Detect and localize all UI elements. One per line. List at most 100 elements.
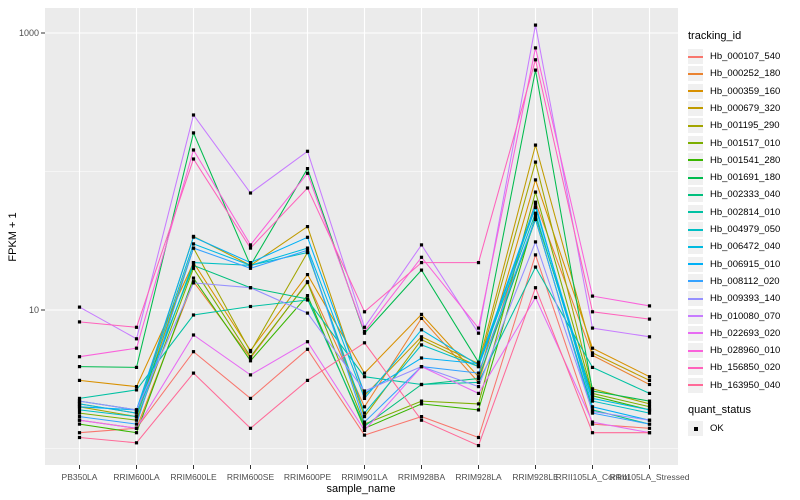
data-point[interactable]: [77, 378, 82, 382]
data-point[interactable]: [647, 382, 652, 387]
data-point[interactable]: [647, 422, 652, 426]
data-point[interactable]: [77, 365, 82, 369]
data-point[interactable]: [533, 286, 538, 290]
data-point[interactable]: [362, 433, 367, 437]
data-point[interactable]: [533, 190, 538, 194]
data-point[interactable]: [362, 422, 367, 426]
data-point[interactable]: [419, 261, 424, 265]
data-point[interactable]: [191, 333, 196, 337]
data-point[interactable]: [362, 394, 367, 398]
data-point[interactable]: [590, 353, 595, 357]
data-point[interactable]: [647, 317, 652, 321]
data-point[interactable]: [647, 335, 652, 339]
data-point[interactable]: [305, 246, 310, 250]
data-point[interactable]: [191, 261, 196, 265]
data-point[interactable]: [362, 424, 367, 428]
data-point[interactable]: [305, 298, 310, 302]
data-point[interactable]: [476, 408, 481, 412]
data-point[interactable]: [419, 268, 424, 272]
data-point[interactable]: [419, 418, 424, 422]
data-point[interactable]: [533, 58, 538, 62]
data-point[interactable]: [647, 402, 652, 406]
data-point[interactable]: [590, 396, 595, 400]
data-point[interactable]: [362, 371, 367, 375]
data-point[interactable]: [533, 178, 538, 182]
data-point[interactable]: [134, 431, 139, 435]
data-point[interactable]: [533, 253, 538, 257]
data-point[interactable]: [419, 343, 424, 347]
data-point[interactable]: [191, 263, 196, 267]
data-point[interactable]: [419, 356, 424, 360]
data-point[interactable]: [533, 200, 538, 204]
data-point[interactable]: [476, 261, 481, 265]
data-point[interactable]: [590, 351, 595, 355]
data-point[interactable]: [191, 313, 196, 317]
data-point[interactable]: [590, 409, 595, 414]
data-point[interactable]: [476, 376, 481, 381]
data-point[interactable]: [305, 347, 310, 351]
data-point[interactable]: [248, 191, 253, 195]
data-point[interactable]: [191, 148, 196, 152]
data-point[interactable]: [647, 391, 652, 395]
data-point[interactable]: [77, 355, 82, 359]
data-point[interactable]: [248, 350, 253, 354]
data-point[interactable]: [305, 225, 310, 229]
data-point[interactable]: [419, 338, 424, 342]
data-point[interactable]: [305, 149, 310, 153]
data-point[interactable]: [533, 216, 538, 220]
data-point[interactable]: [305, 294, 310, 298]
data-point[interactable]: [362, 420, 367, 424]
data-point[interactable]: [476, 331, 481, 335]
data-point[interactable]: [77, 305, 82, 309]
data-point[interactable]: [362, 411, 367, 415]
data-point[interactable]: [476, 380, 481, 384]
data-point[interactable]: [533, 68, 538, 72]
data-point[interactable]: [533, 23, 538, 27]
data-point[interactable]: [248, 304, 253, 309]
data-point[interactable]: [248, 373, 253, 377]
data-point[interactable]: [533, 295, 538, 300]
data-point[interactable]: [134, 388, 139, 392]
data-point[interactable]: [77, 408, 82, 412]
data-point[interactable]: [305, 378, 310, 382]
data-point[interactable]: [533, 143, 538, 147]
data-point[interactable]: [590, 391, 595, 395]
data-point[interactable]: [191, 371, 196, 375]
data-point[interactable]: [77, 399, 82, 403]
data-point[interactable]: [134, 408, 139, 412]
data-point[interactable]: [533, 46, 538, 50]
data-point[interactable]: [191, 281, 196, 285]
data-point[interactable]: [191, 131, 196, 135]
data-point[interactable]: [77, 320, 82, 324]
data-point[interactable]: [134, 385, 139, 389]
data-point[interactable]: [362, 375, 367, 379]
data-point[interactable]: [248, 246, 253, 250]
data-point[interactable]: [362, 341, 367, 345]
data-point[interactable]: [305, 171, 310, 175]
data-point[interactable]: [590, 389, 595, 393]
data-point[interactable]: [362, 415, 367, 419]
data-point[interactable]: [590, 420, 595, 424]
data-point[interactable]: [647, 375, 652, 379]
data-point[interactable]: [647, 411, 652, 415]
data-point[interactable]: [362, 396, 367, 400]
data-point[interactable]: [305, 167, 310, 171]
data-point[interactable]: [647, 408, 652, 412]
data-point[interactable]: [77, 411, 82, 415]
data-point[interactable]: [419, 415, 424, 419]
data-point[interactable]: [590, 365, 595, 369]
data-point[interactable]: [134, 325, 139, 329]
data-point[interactable]: [476, 362, 481, 366]
data-point[interactable]: [476, 391, 481, 395]
data-point[interactable]: [476, 385, 481, 389]
data-point[interactable]: [476, 444, 481, 448]
data-point[interactable]: [248, 263, 253, 267]
data-point[interactable]: [647, 399, 652, 403]
data-point[interactable]: [362, 426, 367, 430]
data-point[interactable]: [533, 265, 538, 269]
data-point[interactable]: [77, 402, 82, 406]
data-point[interactable]: [362, 331, 367, 335]
data-point[interactable]: [191, 113, 196, 117]
data-point[interactable]: [419, 402, 424, 406]
data-point[interactable]: [533, 160, 538, 164]
